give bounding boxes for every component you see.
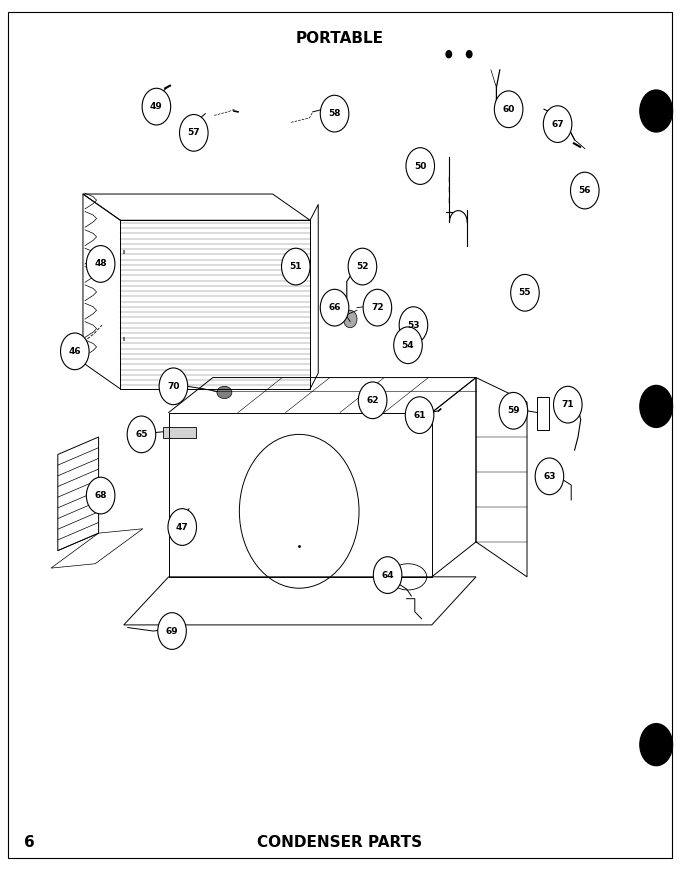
Circle shape — [494, 91, 523, 128]
Circle shape — [394, 327, 422, 364]
Text: 68: 68 — [95, 491, 107, 500]
Bar — [163, 427, 196, 438]
Text: 70: 70 — [167, 382, 180, 391]
Text: 55: 55 — [519, 288, 531, 297]
Circle shape — [358, 382, 387, 419]
Circle shape — [282, 248, 310, 285]
Circle shape — [543, 106, 572, 142]
Text: 59: 59 — [507, 406, 520, 415]
Text: 66: 66 — [328, 303, 341, 312]
Text: 72: 72 — [371, 303, 384, 312]
Text: II: II — [122, 250, 126, 254]
Text: 62: 62 — [367, 396, 379, 405]
Circle shape — [86, 246, 115, 282]
Circle shape — [373, 557, 402, 593]
Circle shape — [86, 477, 115, 514]
Text: 56: 56 — [579, 186, 591, 195]
Circle shape — [320, 289, 349, 326]
Circle shape — [511, 274, 539, 311]
Circle shape — [446, 51, 452, 58]
Text: 47: 47 — [176, 523, 188, 531]
Text: PORTABLE: PORTABLE — [296, 31, 384, 46]
Circle shape — [640, 724, 673, 766]
Circle shape — [168, 509, 197, 545]
Text: 67: 67 — [551, 120, 564, 128]
Circle shape — [348, 248, 377, 285]
Text: 61: 61 — [413, 411, 426, 420]
Circle shape — [571, 172, 599, 209]
Circle shape — [640, 90, 673, 132]
Circle shape — [399, 307, 428, 343]
Circle shape — [640, 385, 673, 427]
Circle shape — [180, 114, 208, 151]
Circle shape — [406, 148, 435, 184]
Text: CONDENSER PARTS: CONDENSER PARTS — [258, 835, 422, 850]
Text: 6: 6 — [24, 835, 35, 850]
Text: 71: 71 — [562, 400, 574, 409]
Circle shape — [466, 51, 472, 58]
Text: 63: 63 — [543, 472, 556, 481]
Text: 57: 57 — [188, 128, 200, 137]
Circle shape — [61, 333, 89, 370]
Circle shape — [142, 88, 171, 125]
Circle shape — [127, 416, 156, 453]
Circle shape — [535, 458, 564, 495]
Bar — [537, 397, 549, 430]
Text: II: II — [122, 337, 126, 342]
Text: 60: 60 — [503, 105, 515, 114]
Ellipse shape — [217, 386, 232, 399]
Text: 48: 48 — [95, 260, 107, 268]
Text: 54: 54 — [402, 341, 414, 350]
Circle shape — [554, 386, 582, 423]
Circle shape — [363, 289, 392, 326]
Text: 58: 58 — [328, 109, 341, 118]
Circle shape — [405, 397, 434, 434]
Circle shape — [499, 392, 528, 429]
Circle shape — [158, 613, 186, 649]
Circle shape — [343, 310, 357, 328]
Text: 64: 64 — [381, 571, 394, 579]
Circle shape — [320, 95, 349, 132]
Text: 50: 50 — [414, 162, 426, 170]
Text: 65: 65 — [135, 430, 148, 439]
Text: 51: 51 — [290, 262, 302, 271]
Text: 69: 69 — [166, 627, 178, 635]
Text: 49: 49 — [150, 102, 163, 111]
Text: 46: 46 — [69, 347, 81, 356]
Circle shape — [159, 368, 188, 405]
Text: 53: 53 — [407, 321, 420, 329]
Text: 52: 52 — [356, 262, 369, 271]
